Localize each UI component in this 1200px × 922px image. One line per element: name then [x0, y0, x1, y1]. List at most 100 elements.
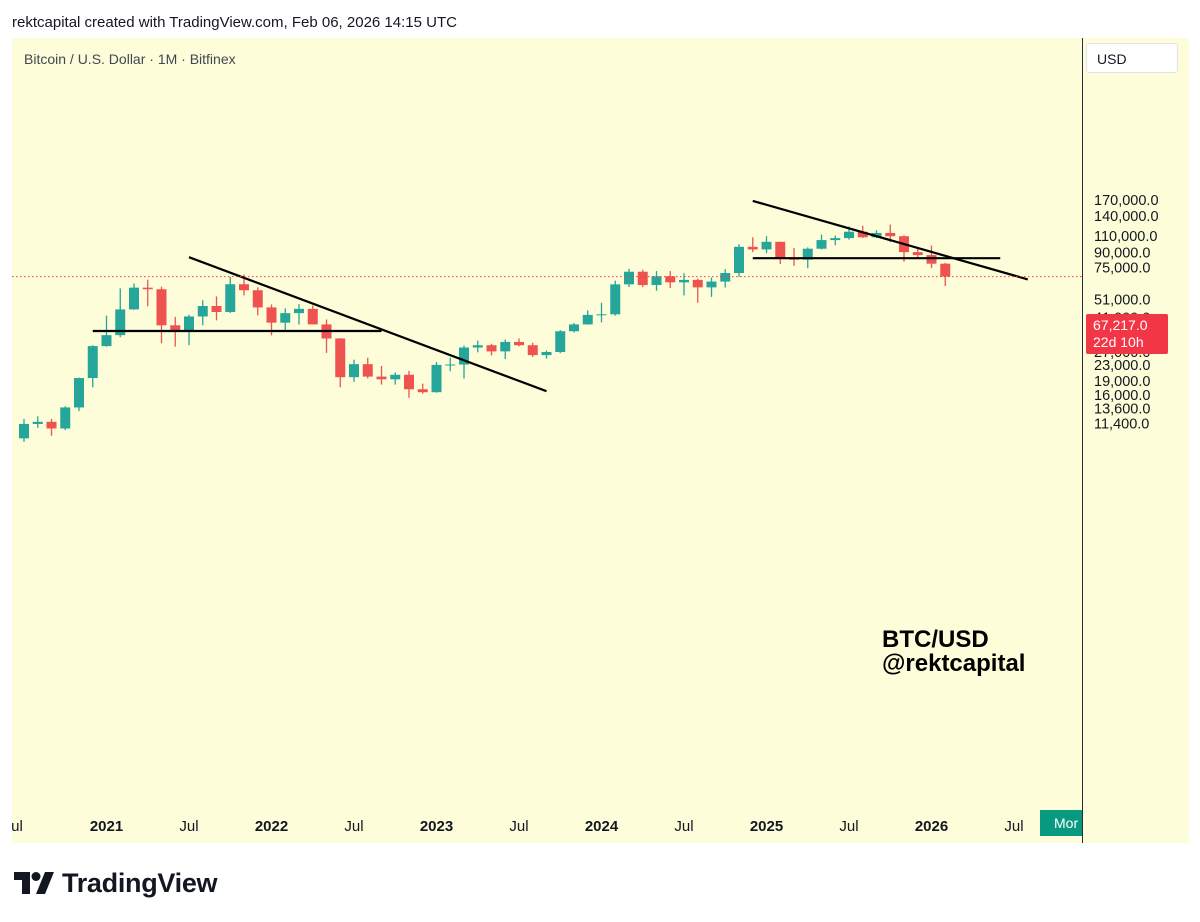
time-tick-label: 2021 — [90, 818, 123, 835]
candle-body — [60, 407, 71, 429]
candle-body — [555, 331, 566, 352]
candle-2020-08 — [32, 416, 43, 428]
time-tick-label: Jul — [1004, 818, 1023, 835]
time-tick-label: 2022 — [255, 818, 288, 835]
time-axis-more-button[interactable]: Mor — [1040, 810, 1082, 836]
candle-body — [445, 364, 456, 366]
candle-2020-07 — [19, 419, 29, 442]
candle-2022-02 — [280, 308, 291, 332]
candle-body — [32, 421, 43, 424]
candle-2023-06 — [500, 339, 511, 360]
candle-2020-10 — [60, 406, 71, 431]
time-tick-label: 2025 — [750, 818, 783, 835]
time-tick-label: Jul — [509, 818, 528, 835]
candle-body — [569, 324, 579, 332]
candle-2020-12 — [87, 345, 98, 388]
time-tick-label: Jul — [839, 818, 858, 835]
tradingview-wordmark: TradingView — [62, 867, 218, 898]
candle-body — [252, 290, 263, 308]
candle-2024-04 — [637, 269, 648, 288]
chart-area[interactable] — [12, 38, 1082, 843]
candle-body — [624, 271, 634, 285]
candle-body — [19, 423, 29, 439]
candle-body — [830, 238, 841, 241]
candle-2025-02 — [775, 241, 786, 265]
tradingview-logo[interactable]: TradingView — [14, 866, 218, 900]
candle-body — [87, 346, 98, 379]
candle-2024-06 — [665, 271, 676, 289]
candle-body — [692, 279, 703, 288]
candle-body — [651, 276, 662, 286]
candle-body — [802, 248, 813, 260]
candle-body — [362, 364, 373, 377]
candle-body — [885, 232, 896, 237]
candle-2024-11 — [734, 244, 744, 278]
trendline-1[interactable] — [188, 256, 547, 393]
candle-body — [500, 341, 511, 352]
time-tick-label: ul — [11, 818, 23, 835]
candle-body — [926, 255, 937, 264]
last-price-value: 67,217.0 — [1093, 317, 1148, 333]
candle-body — [170, 325, 181, 331]
candle-2026-01 — [926, 245, 937, 269]
candle-body — [115, 309, 126, 336]
candle-2022-11 — [404, 370, 414, 398]
candle-body — [156, 289, 167, 326]
candle-2021-03 — [129, 283, 139, 310]
candle-body — [912, 252, 923, 256]
candle-body — [211, 306, 222, 313]
candle-body — [761, 241, 772, 250]
candle-body — [747, 246, 758, 250]
candle-body — [404, 374, 414, 390]
candle-body — [582, 314, 593, 325]
candle-body — [706, 281, 717, 288]
candle-2024-09 — [706, 277, 717, 297]
candle-2023-10 — [555, 330, 566, 354]
price-axis[interactable] — [1082, 38, 1189, 843]
candle-2025-12 — [912, 248, 923, 258]
candle-2020-09 — [46, 419, 57, 436]
candle-2023-04 — [472, 340, 483, 353]
candle-2022-09 — [376, 365, 387, 385]
candle-2023-03 — [459, 345, 469, 379]
candle-2021-05 — [156, 286, 167, 344]
candle-2023-07 — [514, 338, 524, 347]
candle-2023-05 — [486, 343, 497, 356]
candle-body — [734, 246, 744, 274]
time-tick-label: Jul — [344, 818, 363, 835]
candle-2020-11 — [74, 377, 84, 412]
trendline-2[interactable] — [752, 199, 1029, 281]
candle-body — [775, 241, 786, 258]
time-tick-label: 2024 — [585, 818, 619, 835]
candle-2023-11 — [569, 322, 579, 333]
candle-body — [610, 284, 621, 315]
candle-body — [844, 231, 854, 239]
candle-2023-02 — [445, 357, 456, 372]
candle-2021-12 — [252, 287, 263, 316]
currency-selector[interactable]: USD — [1086, 43, 1178, 73]
candle-body — [129, 287, 139, 310]
candle-body — [349, 364, 359, 378]
candle-body — [596, 314, 607, 316]
candle-2024-01 — [596, 302, 607, 323]
time-tick-label: Jul — [674, 818, 693, 835]
candle-body — [417, 389, 428, 393]
candle-2026-02 — [940, 262, 951, 286]
candle-2022-03 — [294, 304, 304, 325]
symbol-title: Bitcoin / U.S. Dollar · 1M · Bitfinex — [24, 51, 236, 67]
candle-body — [335, 338, 346, 378]
candle-2024-02 — [610, 280, 621, 316]
candle-2025-01 — [761, 236, 772, 254]
candle-2022-04 — [307, 305, 318, 325]
candle-2021-02 — [115, 288, 126, 338]
candle-body — [514, 341, 524, 346]
candle-2021-08 — [197, 300, 208, 326]
candle-2021-04 — [142, 279, 153, 307]
bar-countdown: 22d 10h — [1093, 334, 1144, 350]
candle-body — [74, 378, 84, 408]
time-tick-label: 2026 — [915, 818, 948, 835]
candle-2022-06 — [335, 338, 346, 388]
candle-body — [184, 316, 194, 331]
candle-body — [294, 308, 304, 314]
